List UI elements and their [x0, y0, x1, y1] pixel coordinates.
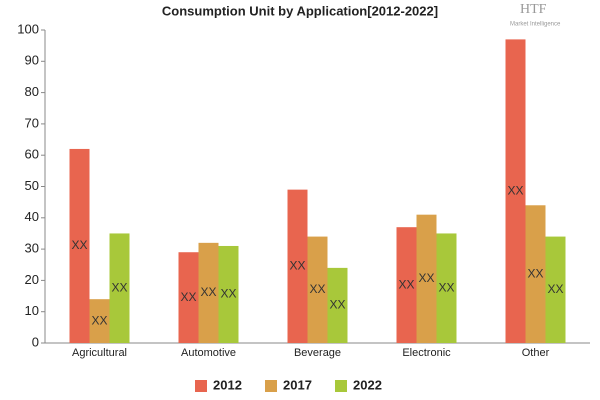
legend-label: 2022 [353, 377, 382, 392]
y-tick-label: 40 [25, 209, 39, 224]
x-tick-label: Electronic [402, 347, 451, 359]
y-tick-label: 60 [25, 147, 39, 162]
y-tick-label: 90 [25, 53, 39, 68]
y-tick-label: 70 [25, 115, 39, 130]
bar [307, 236, 328, 343]
bar [525, 205, 546, 343]
bar [505, 39, 526, 343]
legend-swatch [265, 380, 277, 392]
x-tick-label: Other [522, 347, 550, 359]
bar [396, 227, 417, 343]
data-label: XX [527, 266, 543, 280]
bar [416, 214, 437, 343]
data-label: XX [180, 290, 196, 304]
x-tick-label: Agricultural [72, 347, 127, 359]
data-label: XX [418, 271, 434, 285]
data-label: XX [547, 282, 563, 296]
data-label: XX [91, 313, 107, 327]
data-label: XX [507, 183, 523, 197]
bar [69, 148, 90, 343]
data-label: XX [220, 287, 236, 301]
x-tick-label: Automotive [181, 347, 236, 359]
logo-subtitle: Market Intelligence [510, 22, 561, 28]
bar [178, 252, 199, 343]
bar [545, 236, 566, 343]
bar [198, 242, 219, 343]
bar [109, 233, 130, 343]
y-tick-label: 20 [25, 272, 39, 287]
legend-swatch [195, 380, 207, 392]
bar [89, 299, 110, 343]
legend-swatch [335, 380, 347, 392]
data-label: XX [200, 285, 216, 299]
legend-label: 2012 [213, 377, 242, 392]
logo: HTF [520, 2, 547, 17]
bar [436, 233, 457, 343]
y-tick-label: 100 [17, 21, 39, 36]
y-tick-label: 50 [25, 178, 39, 193]
data-label: XX [309, 282, 325, 296]
data-label: XX [329, 298, 345, 312]
data-label: XX [398, 277, 414, 291]
data-label: XX [438, 280, 454, 294]
chart-title: Consumption Unit by Application[2012-202… [162, 3, 438, 18]
data-label: XX [71, 238, 87, 252]
data-label: XX [289, 258, 305, 272]
y-tick-label: 80 [25, 84, 39, 99]
bar [327, 267, 348, 343]
y-tick-label: 0 [32, 334, 39, 349]
x-tick-label: Beverage [294, 347, 341, 359]
bar [218, 245, 239, 343]
y-tick-label: 10 [25, 303, 39, 318]
y-tick-label: 30 [25, 241, 39, 256]
bar [287, 189, 308, 343]
data-label: XX [111, 280, 127, 294]
legend-label: 2017 [283, 377, 312, 392]
